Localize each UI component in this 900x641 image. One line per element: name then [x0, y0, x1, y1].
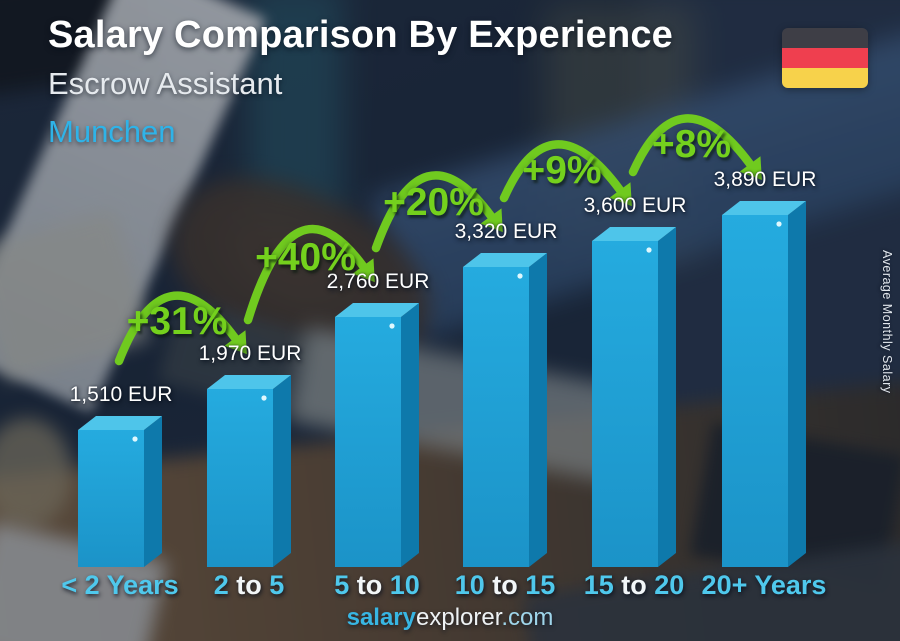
bar-highlight-dot	[132, 436, 138, 442]
bar-front-face	[592, 241, 658, 567]
bar-value-label: 1,510 EUR	[69, 383, 173, 406]
category-label-part: 20+ Years	[701, 570, 827, 600]
footer-brand-bold: salary	[346, 604, 416, 631]
category-label-part: 5	[269, 570, 285, 600]
category-label-part: to	[349, 570, 390, 600]
bar-value-label: 3,320 EUR	[454, 220, 558, 243]
flag-stripe-black	[782, 28, 868, 48]
increase-percent-label: +31%	[126, 300, 228, 344]
bar-side-face	[401, 303, 419, 567]
bar-highlight-dot	[646, 247, 652, 253]
arrow-head	[480, 208, 503, 233]
bar-front-face	[78, 430, 144, 567]
bar-front-face	[207, 389, 273, 567]
bar-top-face	[78, 416, 162, 430]
increase-arrow-arc	[628, 114, 755, 177]
page-title: Salary Comparison By Experience	[48, 14, 674, 56]
city-name: Munchen	[48, 114, 176, 149]
category-label: < 2 Years	[61, 570, 178, 601]
bar-side-face	[658, 227, 676, 567]
bar-front-face	[335, 317, 401, 567]
arrow-head	[739, 156, 762, 181]
flag-stripe-red	[782, 48, 868, 68]
bar-value-label: 1,970 EUR	[198, 342, 302, 365]
germany-flag-icon	[782, 28, 868, 88]
bar-front-face	[463, 267, 529, 567]
category-label-part: 15	[525, 570, 556, 600]
flag-stripe-gold	[782, 68, 868, 88]
category-label: 20+ Years	[702, 570, 827, 601]
job-title: Escrow Assistant	[48, 66, 283, 101]
bar-top-face	[463, 253, 547, 267]
category-label: 15 to 20	[584, 570, 685, 601]
bg-coffee-cup	[0, 418, 72, 528]
bar-value-label: 3,600 EUR	[583, 194, 687, 217]
bar-side-face	[144, 416, 162, 567]
bar-highlight-dot	[389, 323, 395, 329]
bar-highlight-dot	[776, 221, 782, 227]
category-label-part: 5	[334, 570, 350, 600]
increase-percent-label: +9%	[522, 148, 602, 192]
increase-arrow-arc	[243, 224, 368, 325]
bar-front-face	[722, 215, 788, 567]
category-label-part: 20	[654, 570, 685, 600]
bar-side-face	[273, 375, 291, 567]
category-label-part: to	[228, 570, 270, 600]
bar-top-face	[592, 227, 676, 241]
footer-brand: salaryexplorer.com	[0, 604, 900, 632]
category-label: 10 to 15	[455, 570, 556, 601]
category-label-part: 10	[454, 570, 485, 600]
bar-top-face	[722, 201, 806, 215]
increase-percent-label: +40%	[255, 236, 356, 279]
increase-percent-label: +8%	[651, 122, 732, 166]
bar-highlight-dot	[517, 273, 523, 279]
category-label: 5 to 10	[334, 570, 420, 601]
footer-domain: .com	[501, 604, 554, 631]
category-label-part: 10	[389, 570, 420, 600]
bar-top-face	[207, 375, 291, 389]
bar-top-face	[335, 303, 419, 317]
bar-value-label: 2,760 EUR	[326, 270, 430, 293]
category-label-part: 2	[213, 570, 229, 600]
increase-arrow-arc	[114, 291, 240, 366]
arrow-head	[224, 330, 247, 355]
category-label-part: 15	[583, 570, 614, 600]
bar-value-label: 3,890 EUR	[713, 168, 817, 191]
footer-brand-regular: explorer	[416, 604, 502, 631]
increase-percent-label: +20%	[383, 180, 484, 224]
category-label: 2 to 5	[214, 570, 285, 601]
bar-side-face	[529, 253, 547, 567]
bar-highlight-dot	[261, 395, 267, 401]
increase-arrow-arc	[499, 140, 625, 203]
arrow-head	[609, 182, 632, 207]
increase-arrow-arc	[371, 171, 496, 253]
category-label-part: < 2 Years	[61, 570, 179, 600]
category-label-part: to	[613, 570, 655, 600]
category-label-part: to	[484, 570, 526, 600]
bar-side-face	[788, 201, 806, 567]
y-axis-label: Average Monthly Salary	[880, 250, 894, 394]
header: Salary Comparison By Experience Escrow A…	[48, 14, 673, 150]
arrow-head	[352, 258, 375, 283]
